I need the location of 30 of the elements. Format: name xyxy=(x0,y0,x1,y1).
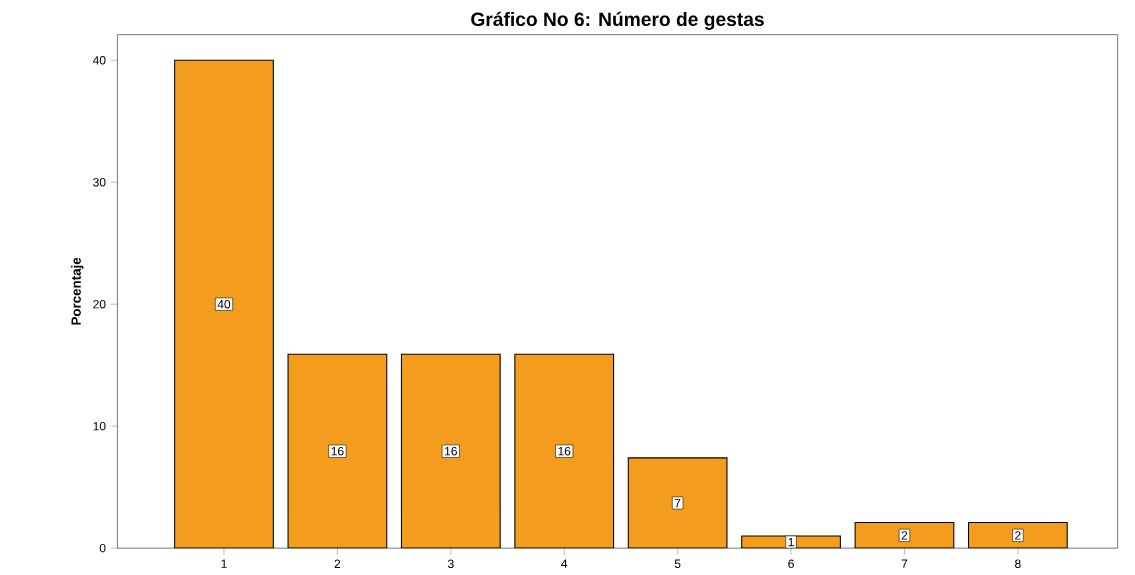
y-tick-label: 20 xyxy=(93,300,106,309)
bar xyxy=(174,60,274,549)
y-tick-label: 40 xyxy=(92,56,106,65)
x-tick-label: 8 xyxy=(1015,559,1021,569)
x-tick-label: 7 xyxy=(901,559,908,568)
data-label: 1 xyxy=(788,538,794,547)
bar xyxy=(401,354,501,549)
data-label: 7 xyxy=(674,498,681,508)
bar xyxy=(855,522,954,549)
x-tick-label: 6 xyxy=(788,559,794,569)
data-label: 2 xyxy=(1015,531,1021,540)
x-tick-label: 2 xyxy=(334,559,341,568)
bar xyxy=(967,522,1068,549)
data-label: 40 xyxy=(217,300,231,309)
x-tick-label: 5 xyxy=(674,559,681,568)
data-label: 2 xyxy=(901,531,908,540)
x-tick-label: 4 xyxy=(561,559,568,568)
y-tick-label: 10 xyxy=(93,422,106,431)
y-tick-label: 30 xyxy=(93,178,106,187)
y-axis-title: Porcentaje xyxy=(71,257,84,325)
bar xyxy=(514,354,614,549)
chart-title: Gráfico No 6: Número de gestas xyxy=(471,11,764,31)
y-tick-label: 0 xyxy=(99,543,106,553)
bar xyxy=(288,354,387,549)
bar xyxy=(628,457,727,549)
x-tick-label: 3 xyxy=(447,559,454,569)
data-label: 16 xyxy=(558,447,571,456)
x-tick-label: 1 xyxy=(221,559,227,568)
data-label: 16 xyxy=(445,447,457,456)
data-label: 16 xyxy=(331,447,344,456)
